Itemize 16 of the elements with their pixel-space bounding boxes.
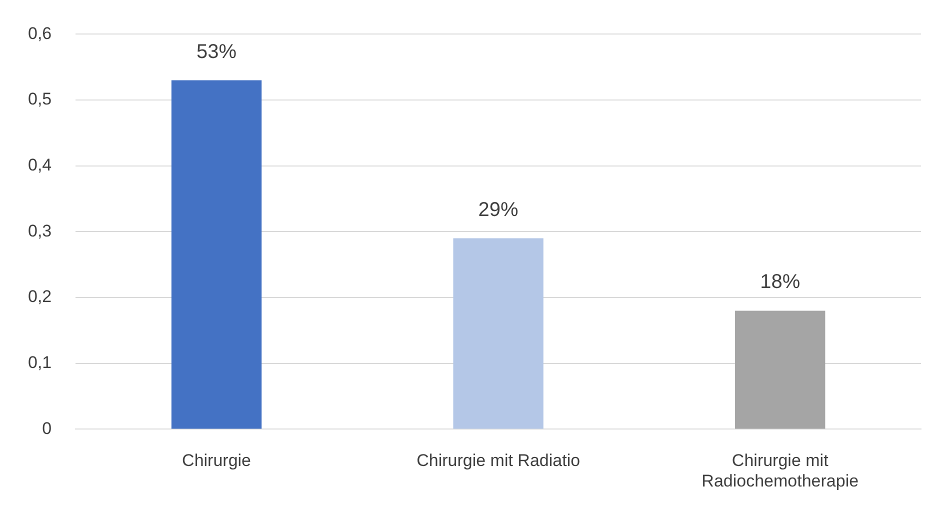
x-tick-label: Chirurgie mit Radiochemotherapie <box>702 451 859 490</box>
y-tick-label: 0 <box>42 418 52 438</box>
data-label: 18% <box>760 271 800 294</box>
data-label: 53% <box>196 40 237 63</box>
y-tick-label: 0,2 <box>28 287 52 306</box>
bar <box>453 238 544 429</box>
data-label: 29% <box>478 198 519 221</box>
bar <box>171 80 262 429</box>
y-tick-label: 0,6 <box>28 24 52 43</box>
y-tick-label: 0,5 <box>28 90 52 109</box>
y-tick-label: 0,4 <box>28 156 52 175</box>
y-tick-label: 0,1 <box>28 353 52 372</box>
x-tick-label: Chirurgie <box>182 451 252 470</box>
x-tick-label: Chirurgie mit Radiatio <box>416 451 580 470</box>
bar <box>735 310 826 429</box>
y-tick-label: 0,3 <box>28 221 52 240</box>
